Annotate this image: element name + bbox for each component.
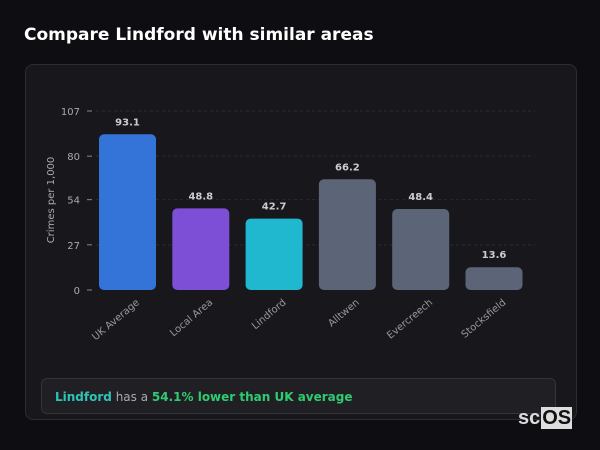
y-tick-label: 107: [61, 107, 80, 118]
bar: [245, 218, 303, 290]
x-tick-label: UK Average: [90, 297, 142, 343]
data-label: 66.2: [335, 162, 360, 173]
y-tick-label: 27: [67, 241, 80, 252]
note-text: has a: [111, 390, 152, 404]
y-axis-label: Crimes per 1,000: [46, 157, 57, 244]
area-name: Lindford: [55, 390, 112, 404]
y-tick-label: 54: [67, 196, 80, 207]
x-tick-label: Lindford: [250, 297, 288, 332]
bar: [99, 134, 156, 290]
bar: [392, 209, 450, 290]
data-label: 13.6: [482, 250, 507, 261]
data-label: 48.4: [408, 192, 433, 203]
bar: [465, 267, 523, 290]
data-label: 93.1: [115, 117, 140, 128]
bar: [318, 179, 376, 290]
x-tick-label: Stocksfield: [460, 297, 509, 340]
scos-logo: sc OS: [517, 407, 573, 430]
logo-part: sc: [518, 407, 541, 429]
bar: [172, 208, 230, 290]
logo-part: OS: [541, 407, 573, 429]
page-title: Compare Lindford with similar areas: [24, 25, 374, 45]
data-label: 42.7: [262, 202, 287, 213]
comparison-note: Lindford has a 54.1% lower than UK avera…: [41, 378, 556, 414]
data-label: 48.8: [188, 191, 213, 202]
y-tick-label: 0: [74, 286, 80, 297]
comparison-result: 54.1% lower than UK average: [151, 390, 353, 404]
y-tick-label: 80: [67, 152, 80, 163]
x-tick-label: Evercreech: [385, 297, 435, 341]
x-tick-label: Local Area: [168, 297, 215, 339]
x-tick-label: Alltwen: [326, 297, 361, 329]
